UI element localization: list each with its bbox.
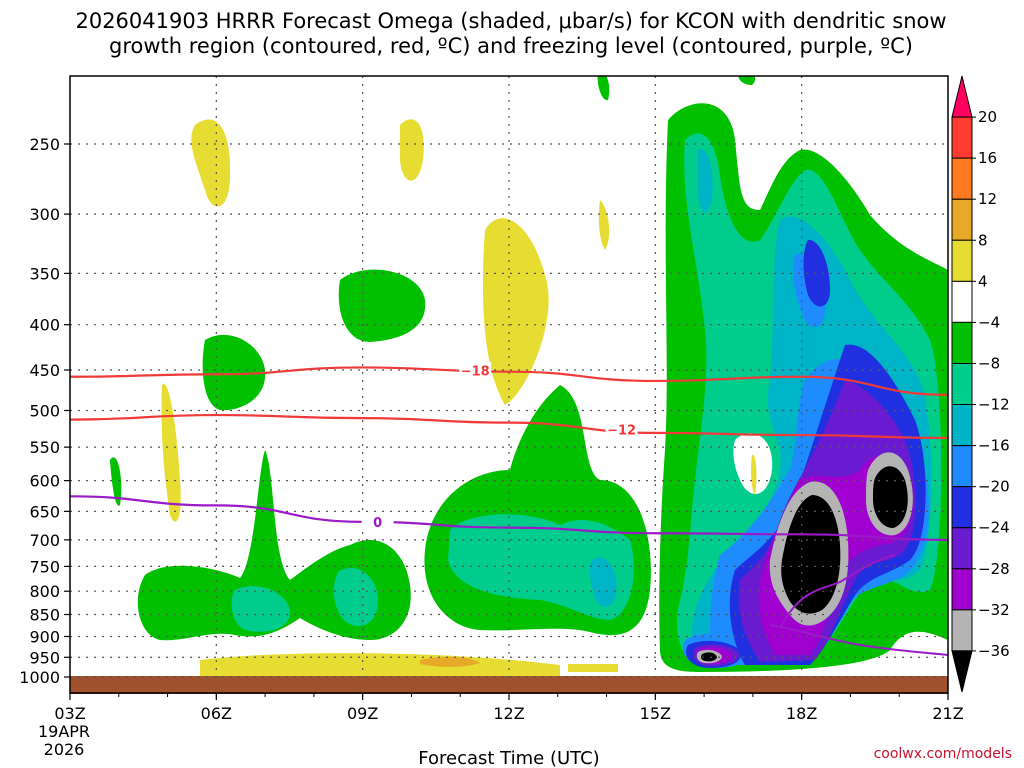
contour-label-1: −12 xyxy=(607,424,636,439)
shade-yellow-2 xyxy=(400,119,424,181)
colorbar-swatch-13 xyxy=(951,609,973,652)
chart-title-line1: 2026041903 HRRR Forecast Omega (shaded, … xyxy=(75,9,946,33)
shade-dblue-1 xyxy=(803,239,830,307)
shade-green-7 xyxy=(597,76,610,101)
credit-text: coolwx.com/models xyxy=(874,746,1012,762)
colorbar-label-11: −28 xyxy=(978,560,1010,578)
colorbar-swatch-14 xyxy=(951,650,973,693)
omega-shaded-field xyxy=(110,76,948,678)
colorbar-label-3: 8 xyxy=(978,231,988,249)
shade-cyan-1 xyxy=(589,557,617,608)
shade-yellow-1 xyxy=(191,119,231,207)
y-tick-label-500: 500 xyxy=(29,402,60,421)
shade-green-3 xyxy=(110,457,122,506)
x-axis: 03Z 06Z 09Z 12Z 15Z 18Z 21Z xyxy=(54,693,964,723)
colorbar-label-0: 20 xyxy=(978,108,997,126)
x-date-year: 2026 xyxy=(44,740,85,759)
colorbar-label-13: −36 xyxy=(978,642,1010,660)
freezing-branch xyxy=(779,554,896,629)
x-tick-label-18Z: 18Z xyxy=(786,704,817,723)
contour-line-2 xyxy=(69,495,949,541)
contour-line-1 xyxy=(69,413,949,440)
contour-label-0: −18 xyxy=(461,364,490,379)
x-tick-label-12Z: 12Z xyxy=(493,704,524,723)
colorbar-label-9: −20 xyxy=(978,478,1010,496)
colorbar-swatch-4 xyxy=(951,239,973,282)
shade-green-1 xyxy=(338,269,426,342)
colorbar-swatch-10 xyxy=(951,486,973,529)
contour-label-2: 0 xyxy=(373,516,382,531)
colorbar-label-2: 12 xyxy=(978,190,997,208)
x-tick-label-03Z: 03Z xyxy=(54,704,85,723)
colorbar-label-4: 4 xyxy=(978,272,988,290)
colorbar-swatch-6 xyxy=(951,321,973,364)
shade-yellow-4 xyxy=(161,383,181,522)
y-tick-label-750: 750 xyxy=(29,557,60,576)
shade-green-6 xyxy=(738,76,756,85)
colorbar-swatch-5 xyxy=(951,280,973,323)
y-tick-label-800: 800 xyxy=(29,582,60,601)
y-tick-label-700: 700 xyxy=(29,531,60,550)
colorbar-swatch-9 xyxy=(951,445,973,488)
colorbar-swatch-8 xyxy=(951,404,973,447)
freezing-branch-2 xyxy=(769,624,948,656)
colorbar-label-1: 16 xyxy=(978,149,997,167)
shade-teal-1 xyxy=(231,586,291,632)
shade-black-2 xyxy=(873,466,908,528)
y-tick-label-450: 450 xyxy=(29,361,60,380)
colorbar-swatch-0 xyxy=(951,75,973,118)
y-tick-label-250: 250 xyxy=(29,135,60,154)
contour-label-bg-1 xyxy=(605,421,638,438)
y-tick-label-850: 850 xyxy=(29,606,60,625)
y-tick-label-1000: 1000 xyxy=(19,668,60,687)
contour-label-bg-2 xyxy=(361,513,394,530)
colorbar-swatch-11 xyxy=(951,527,973,570)
shade-orange-1 xyxy=(420,656,480,667)
shade-cyan-2 xyxy=(698,149,713,213)
colorbar-swatch-7 xyxy=(951,362,973,406)
shade-yellow-3 xyxy=(482,218,549,405)
colorbar-swatch-3 xyxy=(951,198,973,241)
colorbar: 20 16 12 8 4 −4 −8 −12 −16 −20 −24 −28 −32 −36 xyxy=(951,75,1010,693)
x-axis-label: Forecast Time (UTC) xyxy=(418,748,599,768)
shade-black-1 xyxy=(781,495,841,614)
colorbar-swatch-2 xyxy=(951,157,973,200)
y-tick-label-600: 600 xyxy=(29,472,60,491)
shade-green-2 xyxy=(202,334,266,411)
colorbar-label-10: −24 xyxy=(978,519,1010,537)
x-date-day: 19APR xyxy=(38,722,90,741)
y-tick-label-950: 950 xyxy=(29,648,60,667)
y-tick-label-350: 350 xyxy=(29,264,60,283)
contour-label-bg-0 xyxy=(459,362,492,379)
colorbar-label-12: −32 xyxy=(978,601,1010,619)
x-tick-label-09Z: 09Z xyxy=(347,704,378,723)
contour-line-0 xyxy=(69,366,949,396)
colorbar-swatch-1 xyxy=(951,116,973,159)
x-tick-label-21Z: 21Z xyxy=(932,704,963,723)
y-tick-label-400: 400 xyxy=(29,316,60,335)
x-tick-label-06Z: 06Z xyxy=(201,704,232,723)
colorbar-label-8: −16 xyxy=(978,437,1010,455)
colorbar-label-7: −12 xyxy=(978,396,1010,414)
y-tick-label-650: 650 xyxy=(29,502,60,521)
colorbar-label-5: −4 xyxy=(978,313,1000,331)
y-axis: 250 300 350 400 450 500 550 600 650 700 750 800 850 9… xyxy=(19,135,70,687)
shade-teal-2 xyxy=(333,567,379,627)
y-tick-label-900: 900 xyxy=(29,627,60,646)
shade-black-3 xyxy=(701,652,717,662)
y-tick-label-550: 550 xyxy=(29,438,60,457)
colorbar-swatch-12 xyxy=(951,568,973,611)
chart-title-line2: growth region (contoured, red, ºC) and f… xyxy=(109,34,913,58)
ground-surface xyxy=(70,676,948,694)
y-tick-label-300: 300 xyxy=(29,205,60,224)
colorbar-label-6: −8 xyxy=(978,354,1000,372)
shade-teal-3 xyxy=(448,514,634,620)
shade-yellow-5 xyxy=(598,200,610,250)
x-tick-label-15Z: 15Z xyxy=(640,704,671,723)
shade-yellow-11 xyxy=(751,454,757,495)
contour-lines: −18 −12 0 xyxy=(69,362,949,541)
shade-yellow-7 xyxy=(568,664,618,672)
